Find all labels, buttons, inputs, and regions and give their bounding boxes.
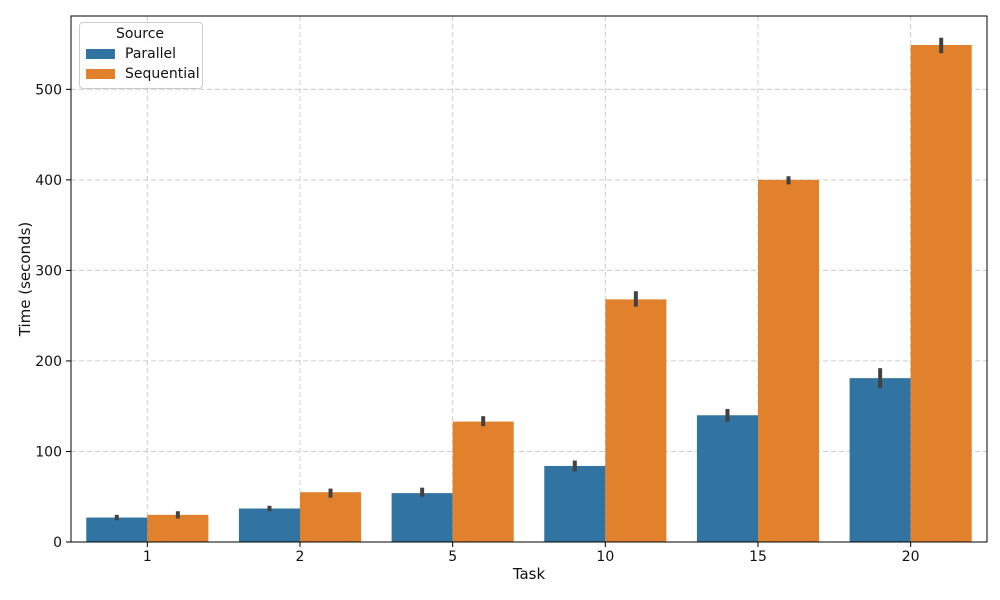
bar-sequential-5: [452, 421, 514, 542]
legend-swatch-parallel: [86, 49, 115, 59]
bar-parallel-15: [696, 415, 758, 542]
y-axis-label: Time (seconds): [16, 221, 34, 337]
legend-label: Parallel: [125, 46, 177, 62]
y-tick-label: 100: [35, 444, 62, 460]
legend-label: Sequential: [125, 66, 200, 82]
bar-sequential-2: [300, 492, 362, 542]
bar-parallel-2: [238, 508, 300, 542]
bar-sequential-10: [605, 299, 667, 542]
x-tick-label: 5: [448, 549, 457, 565]
x-axis-label: Task: [512, 565, 546, 583]
legend-items: Parallel Sequential: [86, 46, 200, 82]
bar-sequential-20: [910, 44, 972, 543]
x-tick-label: 15: [749, 549, 767, 565]
legend-swatch-sequential: [86, 69, 115, 79]
legend-title: Source: [115, 26, 165, 42]
x-tick-label: 20: [902, 549, 920, 565]
x-tick-label: 2: [296, 549, 305, 565]
legend: Source Parallel Sequential: [79, 22, 203, 89]
bar-sequential-1: [147, 514, 209, 542]
legend-item-sequential: Sequential: [86, 66, 200, 82]
y-tick-label: 300: [35, 263, 62, 279]
x-tick-label: 1: [143, 549, 152, 565]
bar-sequential-15: [758, 179, 820, 542]
y-tick-label: 200: [35, 354, 62, 370]
bar-parallel-20: [849, 378, 911, 542]
y-tick-label: 0: [53, 535, 62, 551]
legend-item-parallel: Parallel: [86, 46, 194, 62]
plot-border: [70, 15, 988, 543]
y-tick-label: 400: [35, 173, 62, 189]
x-tick-label: 10: [596, 549, 614, 565]
bar-parallel-1: [86, 517, 148, 542]
y-tick-label: 500: [35, 82, 62, 98]
bar-parallel-10: [544, 465, 606, 542]
bar-parallel-5: [391, 493, 453, 542]
